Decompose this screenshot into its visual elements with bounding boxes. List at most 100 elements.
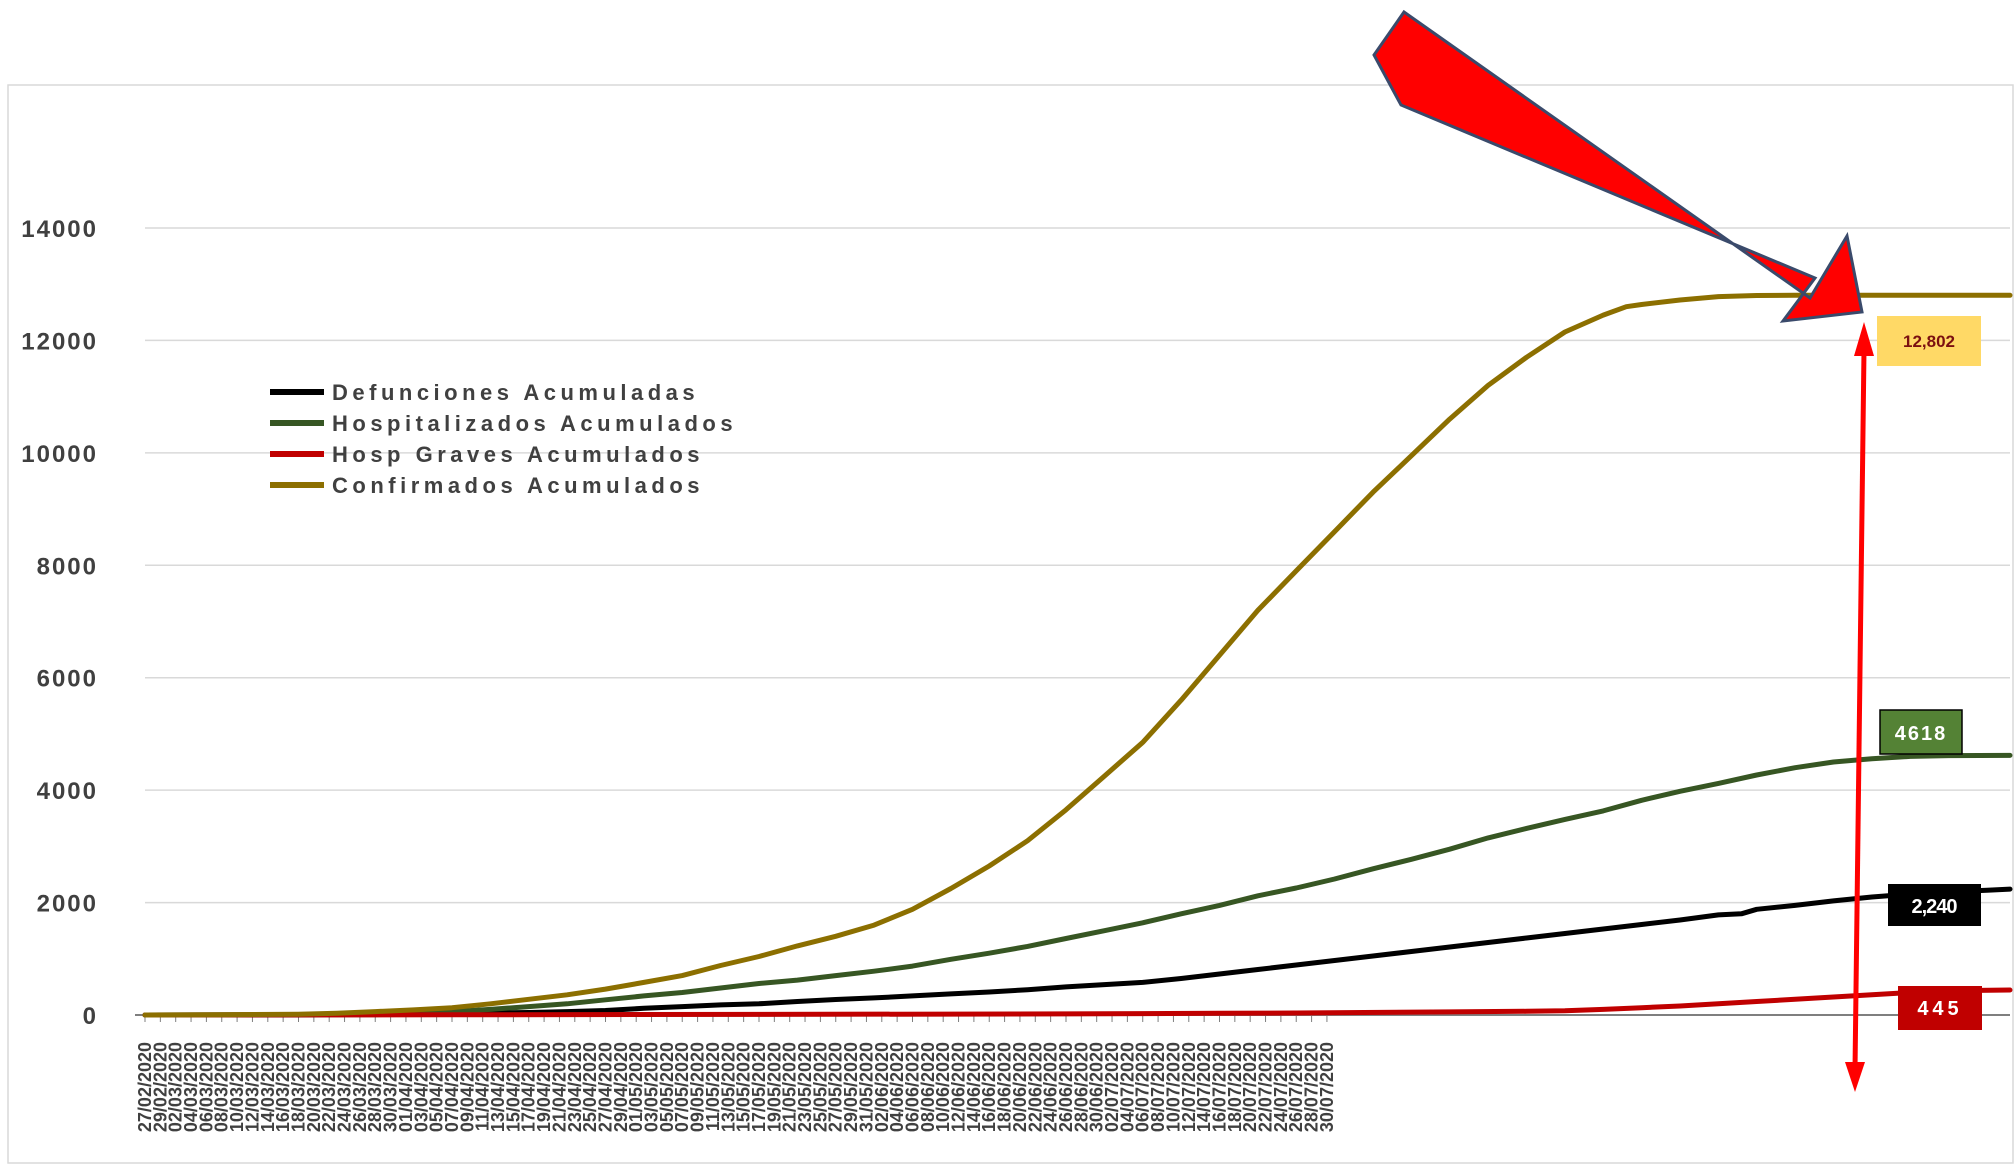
badge-hospitalizados-text: 4618 [1895,723,1948,745]
gridlines [135,227,2010,1016]
x-tick-label: 10/07/2020 [1163,1042,1183,1132]
x-tick-label: 23/05/2020 [795,1042,815,1132]
x-tick-label: 28/06/2020 [1071,1042,1091,1132]
x-tick-label: 12/07/2020 [1179,1042,1199,1132]
vertical-double-arrow [1845,322,1874,1092]
x-tick-label: 04/06/2020 [887,1042,907,1132]
x-tick-label: 15/04/2020 [503,1042,523,1132]
y-tick-label: 10000 [21,441,98,468]
x-tick-label: 19/05/2020 [764,1042,784,1132]
x-tick-label: 20/06/2020 [1010,1042,1030,1132]
x-tick-label: 08/03/2020 [212,1042,232,1132]
y-tick-label: 0 [83,1003,98,1030]
x-tick-label: 29/05/2020 [841,1042,861,1132]
x-tick-label: 20/07/2020 [1240,1042,1260,1132]
badge-graves: 445 [1898,986,1982,1030]
x-tick-label: 25/04/2020 [580,1042,600,1132]
x-tick-label: 18/03/2020 [288,1042,308,1132]
x-tick-label: 11/05/2020 [703,1042,723,1131]
x-tick-label: 03/04/2020 [411,1042,431,1132]
x-tick-label: 22/07/2020 [1256,1042,1276,1132]
y-tick-label: 14000 [21,216,98,243]
x-tick-label: 11/04/2020 [473,1042,493,1131]
big-red-pointer-arrow [1372,9,1864,323]
x-tick-label: 24/06/2020 [1041,1042,1061,1132]
series-line-confirmados-acumulados [142,292,2013,1018]
x-tick-label: 07/04/2020 [442,1042,462,1132]
x-tick-label: 26/06/2020 [1056,1042,1076,1132]
series-line-hosp-graves-acumulados [142,987,2013,1018]
x-tick-label: 26/07/2020 [1286,1042,1306,1132]
x-tick-label: 02/06/2020 [872,1042,892,1132]
x-tick-label: 05/05/2020 [657,1042,677,1132]
badge-confirmados-text: 12,802 [1903,332,1955,351]
x-tick-label: 30/06/2020 [1087,1042,1107,1132]
legend-label-defunciones: Defunciones Acumuladas [332,380,699,405]
x-tick-label: 14/03/2020 [258,1042,278,1132]
badge-hospitalizados: 4618 [1879,709,1963,755]
double-arrow-head-down [1845,1062,1865,1092]
x-tick-label: 21/05/2020 [780,1042,800,1132]
x-tick-label: 16/07/2020 [1209,1042,1229,1132]
y-tick-label: 4000 [37,778,98,805]
x-tick-label: 06/03/2020 [196,1042,216,1132]
legend-label-graves: Hosp Graves Acumulados [332,442,704,467]
double-arrow-head-up [1854,322,1874,356]
y-axis-ticks: 0 2000 4000 6000 8000 10000 12000 14000 [21,216,98,1030]
x-tick-label: 09/05/2020 [688,1042,708,1132]
x-tick-label: 23/04/2020 [565,1042,585,1132]
x-tick-label: 14/06/2020 [964,1042,984,1132]
legend-entry-confirmados: Confirmados Acumulados [270,473,700,498]
x-tick-label: 17/04/2020 [519,1042,539,1132]
x-tick-label: 08/06/2020 [918,1042,938,1132]
x-tick-label: 13/04/2020 [488,1042,508,1132]
badge-graves-text: 445 [1917,998,1962,1020]
series-line-hospitalizados-acumulados [142,752,2013,1018]
x-tick-label: 21/04/2020 [549,1042,569,1132]
badge-confirmados: 12,802 [1877,316,1981,366]
y-tick-label: 2000 [37,891,98,918]
x-tick-label: 12/06/2020 [949,1042,969,1132]
x-tick-label: 20/03/2020 [304,1042,324,1132]
x-tick-label: 24/03/2020 [335,1042,355,1132]
x-tick-label: 28/07/2020 [1302,1042,1322,1132]
x-tick-label: 29/02/2020 [150,1042,170,1132]
x-tick-label: 02/03/2020 [166,1042,186,1132]
x-tick-label: 01/05/2020 [626,1042,646,1132]
x-tick-label: 22/03/2020 [319,1042,339,1132]
x-tick-label: 18/06/2020 [995,1042,1015,1132]
x-tick-label: 12/03/2020 [242,1042,262,1132]
series-line-defunciones-acumuladas [142,886,2013,1018]
x-tick-label: 26/03/2020 [350,1042,370,1132]
x-tick-label: 31/05/2020 [856,1042,876,1132]
x-tick-label: 25/05/2020 [810,1042,830,1132]
x-tick-label: 08/07/2020 [1148,1042,1168,1132]
legend-entry-graves: Hosp Graves Acumulados [270,442,704,467]
x-tick-label: 28/03/2020 [365,1042,385,1132]
y-tick-label: 12000 [21,328,98,355]
x-tick-label: 17/05/2020 [749,1042,769,1132]
legend: Defunciones Acumuladas Hospitalizados Ac… [270,380,733,498]
legend-entry-defunciones: Defunciones Acumuladas [270,380,699,405]
x-tick-label: 16/03/2020 [273,1042,293,1132]
x-tick-label: 03/05/2020 [642,1042,662,1132]
x-tick-label: 10/03/2020 [227,1042,247,1132]
x-tick-label: 30/07/2020 [1317,1042,1337,1132]
x-tick-label: 09/04/2020 [457,1042,477,1132]
x-tick-label: 07/05/2020 [672,1042,692,1132]
x-tick-label: 27/05/2020 [826,1042,846,1132]
x-tick-label: 05/04/2020 [427,1042,447,1132]
y-tick-label: 6000 [37,666,98,693]
legend-entry-hospitalizados: Hospitalizados Acumulados [270,411,733,436]
x-tick-label: 06/06/2020 [902,1042,922,1132]
double-arrow-shaft [1852,349,1867,1071]
x-tick-label: 04/07/2020 [1117,1042,1137,1132]
x-tick-label: 06/07/2020 [1133,1042,1153,1132]
badge-defunciones-text: 2,240 [1911,896,1957,918]
x-tick-label: 29/04/2020 [611,1042,631,1132]
x-tick-label: 01/04/2020 [396,1042,416,1132]
x-tick-label: 19/04/2020 [534,1042,554,1132]
y-tick-label: 8000 [37,553,98,580]
x-axis-ticks: 27/02/202029/02/202002/03/202004/03/2020… [135,1015,1337,1132]
